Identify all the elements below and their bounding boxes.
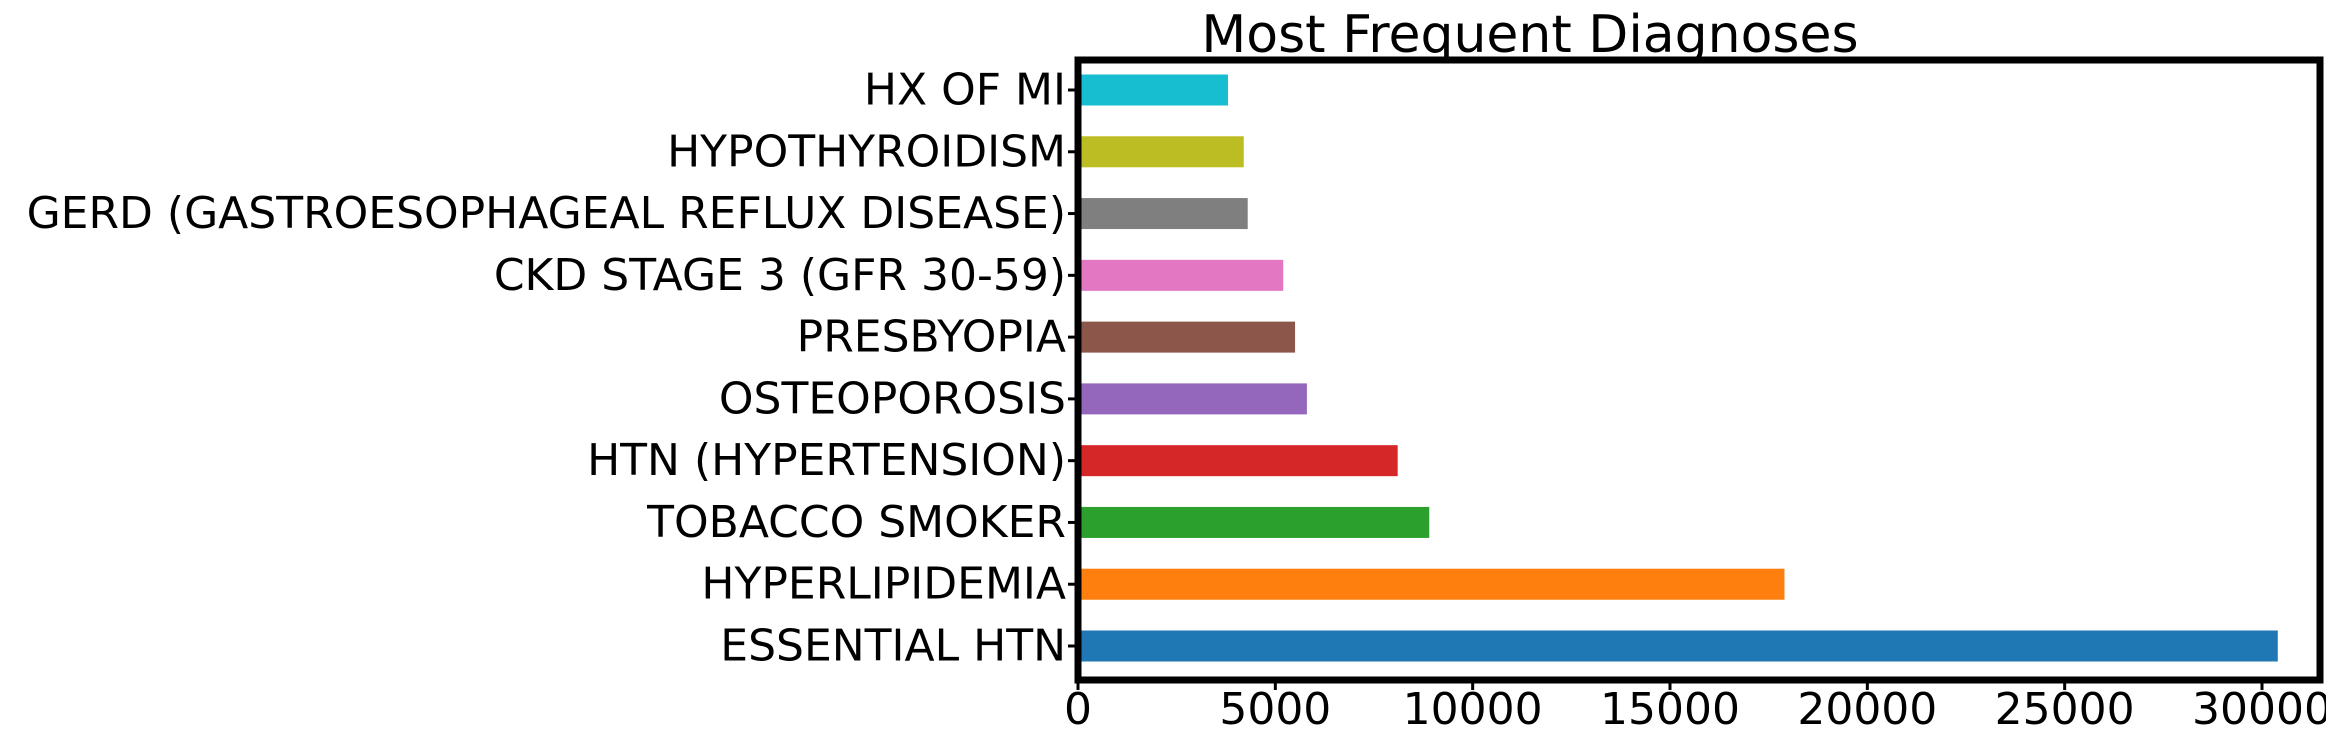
x-tick-label: 5000 [1219,684,1331,735]
category-label: GERD (GASTROESOPHAGEAL REFLUX DISEASE) [27,188,1066,239]
category-label: CKD STAGE 3 (GFR 30-59) [494,250,1066,301]
x-axis-ticks: 0 5000 10000 15000 20000 25000 30000 [1064,680,2326,735]
bar [1078,259,1284,291]
category-labels: ESSENTIAL HTN HYPERLIPIDEMIA TOBACCO SMOKE… [27,65,1078,672]
bar [1078,383,1307,415]
category-label: HYPERLIPIDEMIA [701,559,1066,610]
bar [1078,136,1244,168]
bar [1078,568,1785,600]
category-label: HTN (HYPERTENSION) [587,435,1066,486]
category-label: PRESBYOPIA [797,312,1066,363]
category-label: HX OF MI [864,65,1066,116]
category-label: TOBACCO SMOKER [646,497,1066,548]
bar [1078,445,1398,477]
bar [1078,506,1430,538]
category-label: HYPOTHYROIDISM [667,126,1066,177]
bar [1078,630,2278,662]
x-tick-label: 0 [1064,684,1092,735]
x-tick-label: 15000 [1600,684,1740,735]
x-tick-label: 25000 [1995,684,2135,735]
plot-frame [1074,56,2324,684]
bar [1078,198,1248,230]
x-tick-label: 20000 [1797,684,1937,735]
bar [1078,74,1228,106]
x-tick-label: 10000 [1403,684,1543,735]
chart-title: Most Frequent Diagnoses [1201,5,1858,65]
bar [1078,321,1296,353]
category-label: OSTEOPOROSIS [719,373,1066,424]
x-tick-label: 30000 [2192,684,2326,735]
category-label: ESSENTIAL HTN [720,621,1066,672]
bars-group [1078,74,2278,662]
